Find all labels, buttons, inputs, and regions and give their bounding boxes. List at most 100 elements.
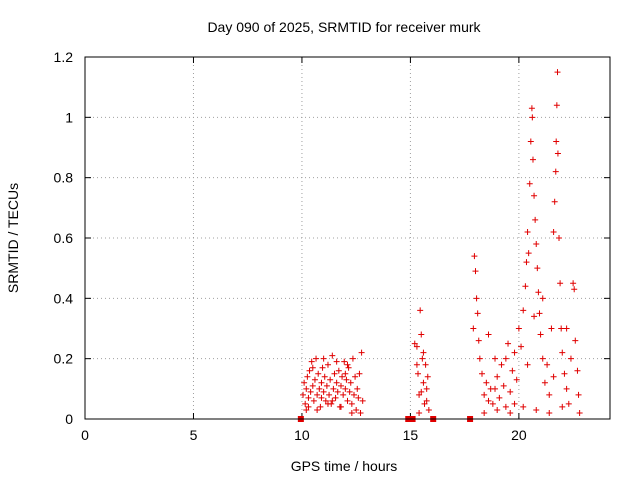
data-point [576, 409, 583, 416]
data-point [498, 361, 505, 368]
data-point [341, 358, 348, 365]
data-point [500, 382, 507, 389]
data-point [554, 150, 561, 157]
data-point [489, 400, 496, 407]
data-point [552, 168, 559, 175]
x-tick-label: 20 [511, 427, 527, 443]
data-point [541, 379, 548, 386]
data-point [518, 343, 525, 350]
data-point [324, 361, 331, 368]
data-point [470, 325, 477, 332]
data-point [539, 355, 546, 362]
chart-title: Day 090 of 2025, SRMTID for receiver mur… [207, 19, 481, 35]
data-point [492, 355, 499, 362]
data-point [354, 385, 361, 392]
data-point [417, 307, 424, 314]
data-point [507, 388, 514, 395]
data-point [357, 409, 364, 416]
data-point [474, 310, 481, 317]
data-point [559, 403, 566, 410]
data-point [300, 391, 307, 398]
data-point [475, 337, 482, 344]
data-point [528, 105, 535, 112]
data-point [309, 382, 316, 389]
data-point [317, 403, 324, 410]
data-point [531, 313, 538, 320]
axis-ticks: 0 5 10 15 20 0 0.2 0.4 0.6 0.8 1 1.2 [54, 49, 610, 443]
data-point [524, 228, 531, 235]
data-point [476, 355, 483, 362]
y-tick-label: 0.6 [54, 230, 74, 246]
data-point [356, 370, 363, 377]
data-point [329, 352, 336, 359]
data-point [411, 340, 418, 347]
data-point [526, 180, 533, 187]
data-point [355, 394, 362, 401]
data-point [423, 397, 430, 404]
data-point [318, 379, 325, 386]
data-point [344, 397, 351, 404]
data-point [502, 355, 509, 362]
data-point [531, 192, 538, 199]
data-point [318, 394, 325, 401]
plot-frame [84, 56, 611, 420]
data-point [536, 310, 543, 317]
data-point [511, 400, 518, 407]
data-point [358, 349, 365, 356]
x-tick-label: 10 [294, 427, 310, 443]
data-point [546, 391, 553, 398]
data-point [481, 391, 488, 398]
data-point [303, 406, 310, 413]
data-point [329, 397, 336, 404]
data-point [321, 373, 328, 380]
data-point [420, 379, 427, 386]
data-point [425, 406, 432, 413]
x-tick-label: 5 [190, 427, 198, 443]
data-point [472, 268, 479, 275]
data-point [537, 331, 544, 338]
data-point [353, 406, 360, 413]
data-point [485, 397, 492, 404]
data-point [522, 283, 529, 290]
data-point [509, 367, 516, 374]
data-point [415, 370, 422, 377]
data-point [310, 397, 317, 404]
data-point [332, 394, 339, 401]
data-point [337, 382, 344, 389]
data-point [550, 228, 557, 235]
data-point [527, 138, 534, 145]
data-point [535, 289, 542, 296]
data-point [424, 373, 431, 380]
data-point [524, 361, 531, 368]
data-point [479, 370, 486, 377]
data-point [496, 394, 503, 401]
data-point [418, 331, 425, 338]
data-point [575, 391, 582, 398]
data-point [422, 361, 429, 368]
data-point [309, 364, 316, 371]
data-point [418, 388, 425, 395]
data-point [558, 325, 565, 332]
data-point [421, 400, 428, 407]
data-point [420, 349, 427, 356]
data-point [481, 409, 488, 416]
data-point [511, 349, 518, 356]
data-point [348, 409, 355, 416]
data-point [340, 391, 347, 398]
data-point [319, 364, 326, 371]
x-tick-label: 0 [81, 427, 89, 443]
data-point [324, 400, 331, 407]
data-point [473, 295, 480, 302]
data-point [557, 280, 564, 287]
data-point [348, 400, 355, 407]
data-point [525, 250, 532, 257]
data-point [314, 391, 321, 398]
data-point [339, 373, 346, 380]
data-point [349, 355, 356, 362]
data-point [333, 358, 340, 365]
data-point [320, 355, 327, 362]
y-tick-label: 0.2 [54, 351, 74, 367]
data-point [306, 367, 313, 374]
y-tick-label: 0.8 [54, 170, 74, 186]
data-point [544, 361, 551, 368]
